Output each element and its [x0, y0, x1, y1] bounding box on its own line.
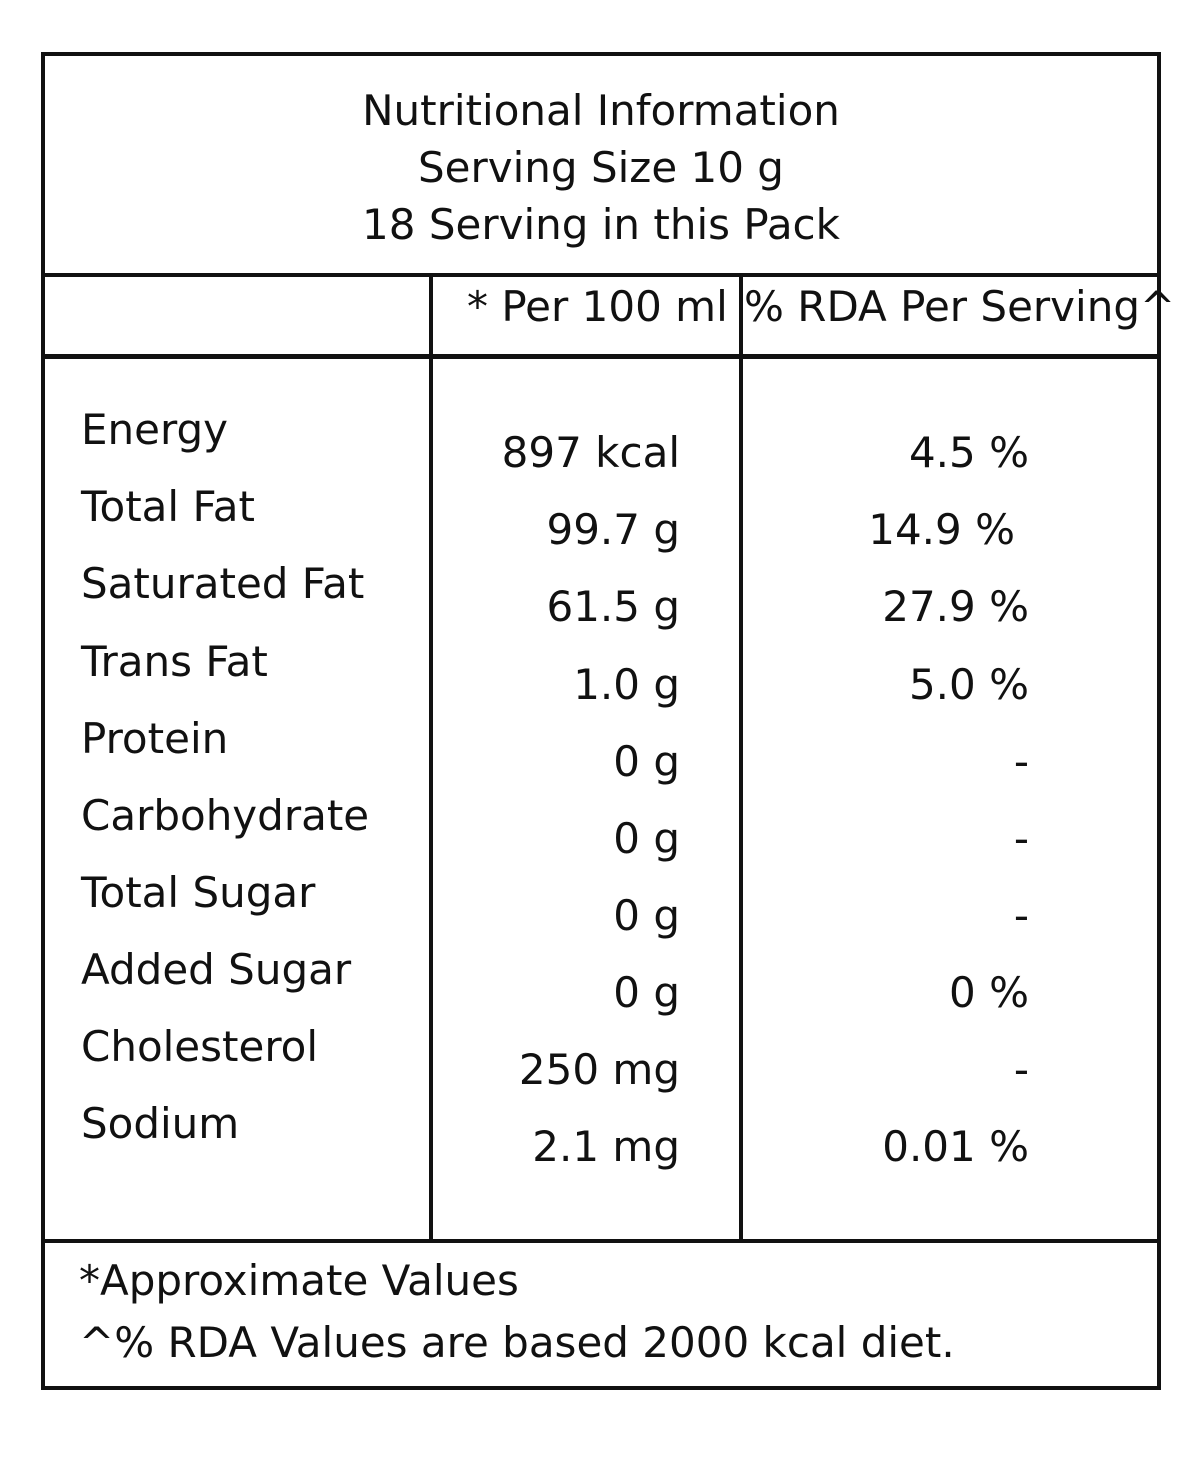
nutrient-rda: 27.9 %: [882, 582, 1029, 631]
nutrition-label: Nutritional Information Serving Size 10 …: [41, 52, 1175, 1390]
nutrient-name: Saturated Fat: [81, 559, 365, 608]
nutrient-rda: -: [1013, 814, 1029, 863]
nutrient-name: Trans Fat: [81, 637, 268, 686]
nutrient-rda: 0 %: [949, 968, 1029, 1017]
nutrient-rda: -: [1013, 737, 1029, 786]
nutrient-name: Added Sugar: [81, 945, 352, 994]
nutrient-name: Sodium: [81, 1099, 240, 1148]
nutrient-name: Carbohydrate: [81, 791, 370, 840]
servings-per-pack: 18 Serving in this Pack: [362, 200, 840, 249]
nutrient-name: Protein: [81, 714, 229, 763]
serving-size: Serving Size 10 g: [418, 143, 784, 192]
nutrient-name: Cholesterol: [81, 1022, 319, 1071]
nutrient-per-100: 0 g: [613, 814, 680, 863]
header-divider: [45, 273, 1157, 277]
nutrient-per-100: 0 g: [613, 737, 680, 786]
label-title: Nutritional Information: [362, 86, 840, 135]
column-divider-2: [739, 273, 743, 1243]
nutrient-name: Energy: [81, 405, 229, 454]
nutrient-per-100: 897 kcal: [501, 428, 680, 477]
nutrient-per-100: 0 g: [613, 968, 680, 1017]
nutrient-rda: 0.01 %: [882, 1122, 1029, 1171]
nutrient-per-100: 0 g: [613, 891, 680, 940]
nutrient-rda: -: [1013, 1045, 1029, 1094]
nutrient-per-100: 1.0 g: [573, 660, 680, 709]
nutrient-name: Total Sugar: [81, 868, 316, 917]
column-header-per-100: * Per 100 ml: [467, 282, 728, 331]
nutrient-rda: 14.9 %: [868, 505, 1015, 554]
nutrient-rda: 4.5 %: [908, 428, 1029, 477]
nutrient-per-100: 99.7 g: [546, 505, 680, 554]
nutrient-name: Total Fat: [81, 482, 255, 531]
nutrient-per-100: 250 mg: [518, 1045, 680, 1094]
footnote-rda-basis: ^% RDA Values are based 2000 kcal diet.: [79, 1318, 955, 1367]
column-header-rda: % RDA Per Serving^: [744, 282, 1176, 331]
nutrient-rda: -: [1013, 891, 1029, 940]
nutrient-rda: 5.0 %: [908, 660, 1029, 709]
footer-divider: [45, 1239, 1157, 1243]
footnote-approximate: *Approximate Values: [79, 1256, 519, 1305]
label-header: Nutritional Information Serving Size 10 …: [45, 82, 1157, 253]
nutrient-per-100: 61.5 g: [546, 582, 680, 631]
nutrient-per-100: 2.1 mg: [532, 1122, 680, 1171]
column-divider-1: [429, 273, 433, 1243]
column-header-divider: [45, 354, 1157, 359]
